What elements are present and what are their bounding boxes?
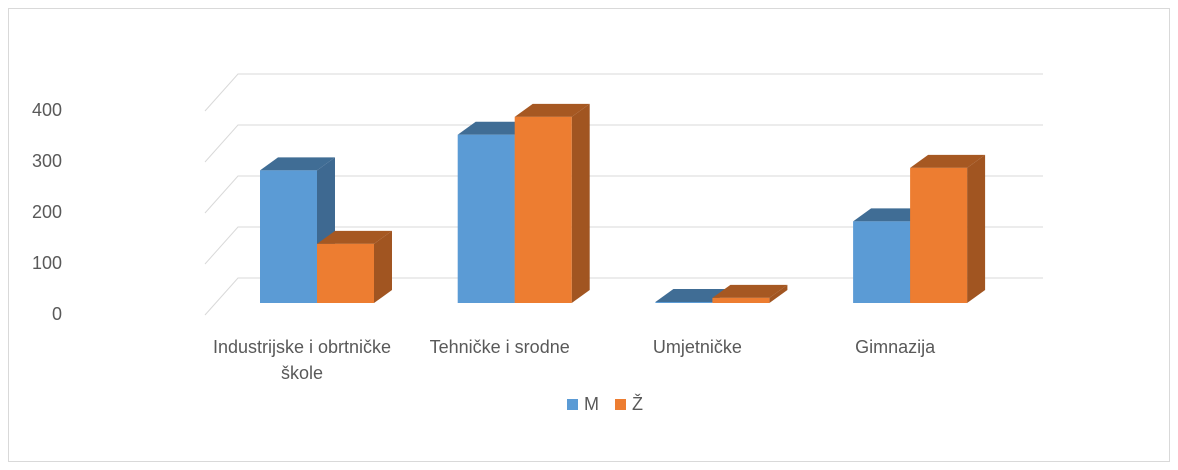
x-tick-label: Tehničke i srodne <box>429 337 570 357</box>
bar <box>712 284 788 303</box>
bar-top <box>514 103 590 117</box>
bar-front <box>260 170 317 303</box>
bar-front <box>655 301 713 303</box>
bar-top <box>655 288 731 302</box>
bar-top <box>712 284 788 298</box>
bar-side <box>571 103 590 303</box>
x-tick-label: Gimnazija <box>855 337 936 357</box>
y-tick-label: 300 <box>32 151 62 171</box>
grid-line <box>204 73 1043 112</box>
bar-side <box>769 284 788 303</box>
grid-line <box>204 277 1043 316</box>
y-tick-label: 400 <box>32 100 62 120</box>
y-tick-label: 100 <box>32 253 62 273</box>
legend-swatch <box>615 399 626 410</box>
bar-top <box>317 230 392 244</box>
bar-side <box>967 154 986 303</box>
bar-top <box>853 208 929 222</box>
bar-front <box>853 221 911 303</box>
legend-swatch <box>567 399 578 410</box>
legend-label: M <box>584 394 599 414</box>
x-tick-label: Industrijske i obrtničke škole <box>212 337 392 383</box>
bar-front <box>457 134 515 303</box>
bar-front <box>514 116 572 303</box>
x-tick-label: Umjetničke <box>652 337 742 357</box>
bar <box>317 230 392 303</box>
bar-top <box>457 121 533 135</box>
bar <box>514 103 590 303</box>
bar-front <box>712 297 770 303</box>
bar-top <box>910 154 986 168</box>
grid-line <box>204 175 1043 214</box>
bar-front <box>910 167 968 303</box>
y-tick-label: 0 <box>52 304 62 324</box>
y-tick-label: 200 <box>32 202 62 222</box>
bar-top <box>260 157 335 171</box>
grid-line <box>204 124 1043 163</box>
grid-line <box>204 226 1043 265</box>
legend-label: Ž <box>632 394 643 414</box>
bar <box>910 154 986 303</box>
bar-side <box>374 230 392 303</box>
bar-front <box>317 243 374 303</box>
